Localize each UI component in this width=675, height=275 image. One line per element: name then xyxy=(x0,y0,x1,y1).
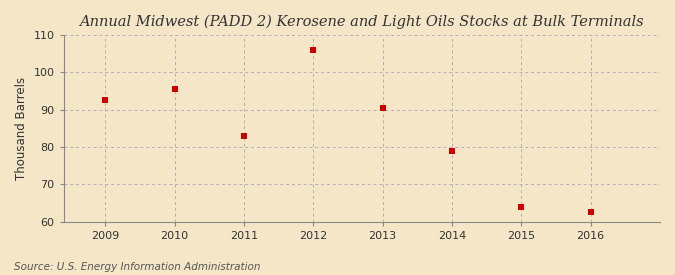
Title: Annual Midwest (PADD 2) Kerosene and Light Oils Stocks at Bulk Terminals: Annual Midwest (PADD 2) Kerosene and Lig… xyxy=(80,15,644,29)
Point xyxy=(308,48,319,52)
Point xyxy=(447,148,458,153)
Text: Source: U.S. Energy Information Administration: Source: U.S. Energy Information Administ… xyxy=(14,262,260,272)
Point xyxy=(516,205,526,209)
Point xyxy=(100,98,111,102)
Point xyxy=(169,87,180,91)
Point xyxy=(585,210,596,214)
Point xyxy=(377,105,388,110)
Y-axis label: Thousand Barrels: Thousand Barrels xyxy=(15,77,28,180)
Point xyxy=(238,133,249,138)
